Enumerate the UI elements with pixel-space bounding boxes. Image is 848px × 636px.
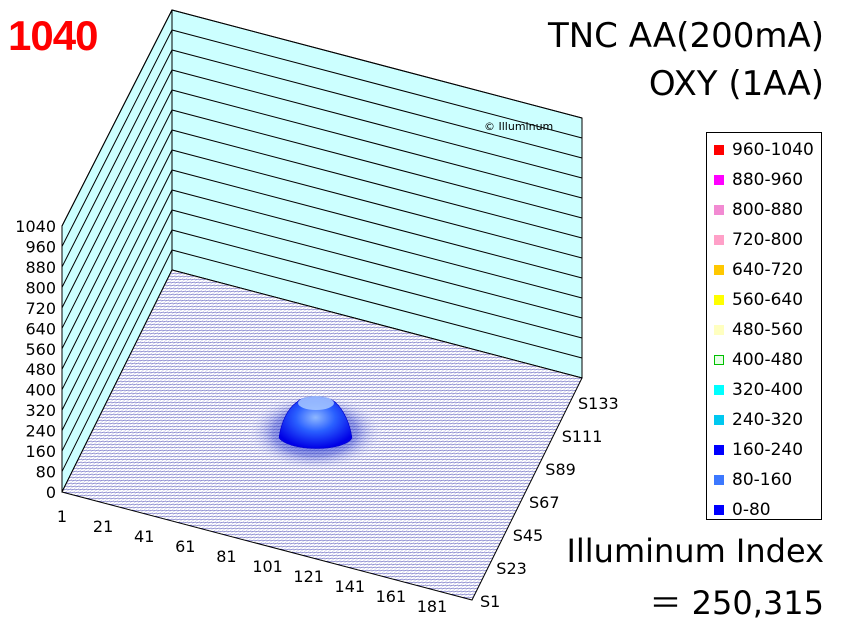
spot-peak: [278, 396, 353, 449]
copyright-watermark: © Illuminum: [484, 120, 554, 133]
color-legend: 960-1040 880-960 800-880 720-800 640-720 560-…: [706, 132, 822, 520]
z-tick-label: 960: [25, 238, 56, 257]
legend-swatch: [714, 325, 724, 335]
y-tick-label: S23: [496, 559, 527, 578]
legend-label: 240-320: [732, 410, 804, 430]
y-tick-label: S133: [578, 394, 619, 413]
legend-item: 560-640: [714, 290, 803, 310]
z-tick-label: 400: [25, 381, 56, 400]
chart-title-line2: OXY (1AA): [648, 64, 824, 104]
legend-swatch: [714, 355, 724, 365]
x-tick-label: 21: [93, 517, 113, 536]
legend-swatch: [714, 415, 724, 425]
max-value-label: 1040: [8, 12, 98, 59]
legend-item: 160-240: [714, 440, 803, 460]
legend-item: 640-720: [714, 260, 803, 280]
wall-gridline: [61, 109, 583, 329]
z-tick-label: 720: [25, 299, 56, 318]
z-tick-label: 320: [25, 401, 56, 420]
x-tick-label: 81: [216, 547, 236, 566]
legend-swatch: [714, 235, 724, 245]
wall-gridline: [61, 89, 583, 309]
spot-top: [298, 396, 334, 410]
legend-item: 240-320: [714, 410, 803, 430]
legend-item: 400-480: [714, 350, 803, 370]
legend-item: 720-800: [714, 230, 803, 250]
legend-label: 320-400: [732, 380, 804, 400]
z-tick-label: 560: [25, 340, 56, 359]
legend-item: 320-400: [714, 380, 803, 400]
legend-label: 0-80: [732, 500, 771, 520]
legend-swatch: [714, 265, 724, 275]
legend-swatch: [714, 205, 724, 215]
wall-gridline: [61, 29, 583, 247]
z-tick-label: 480: [25, 360, 56, 379]
wall-gridline: [61, 229, 583, 452]
z-tick-label: 880: [25, 258, 56, 277]
wall-gridline: [61, 149, 583, 370]
y-tick-label: S1: [480, 592, 500, 611]
x-tick-label: 1: [57, 507, 67, 526]
chart-title-line1: TNC AA(200mA): [547, 16, 824, 56]
y-tick-label: S45: [513, 526, 544, 545]
x-tick-label: 161: [376, 587, 407, 606]
legend-item: 480-560: [714, 320, 803, 340]
legend-label: 80-160: [732, 470, 793, 490]
legend-label: 160-240: [732, 440, 804, 460]
wall-gridline: [61, 69, 583, 288]
legend-swatch: [714, 445, 724, 455]
legend-label: 640-720: [732, 260, 804, 280]
index-label: Illuminum Index: [566, 532, 824, 570]
legend-swatch: [714, 175, 724, 185]
legend-label: 800-880: [732, 200, 804, 220]
legend-swatch: [714, 475, 724, 485]
z-tick-label: 1040: [15, 217, 56, 236]
legend-label: 480-560: [732, 320, 804, 340]
legend-swatch: [714, 385, 724, 395]
index-value: ＝ 250,315: [649, 584, 824, 622]
y-tick-label: S67: [529, 493, 560, 512]
legend-item: 0-80: [714, 500, 771, 520]
y-tick-label: S89: [545, 460, 576, 479]
wall-gridline: [61, 209, 583, 431]
legend-item: 880-960: [714, 170, 803, 190]
legend-swatch: [714, 505, 724, 515]
x-tick-label: 121: [293, 567, 324, 586]
y-axis-ticks: S1 S23 S45 S67 S89 S111 S133: [480, 394, 619, 611]
z-tick-label: 240: [25, 422, 56, 441]
x-tick-label: 181: [417, 597, 448, 616]
x-tick-label: 141: [335, 577, 366, 596]
legend-swatch: [714, 295, 724, 305]
wall-gridline: [61, 129, 583, 349]
wall-gridline: [61, 9, 583, 227]
z-tick-label: 640: [25, 319, 56, 338]
legend-label: 560-640: [732, 290, 804, 310]
x-tick-label: 61: [175, 537, 195, 556]
x-tick-label: 41: [134, 527, 154, 546]
legend-item: 960-1040: [714, 140, 814, 160]
legend-label: 960-1040: [732, 140, 814, 160]
z-tick-label: 0: [46, 483, 56, 502]
wall-gridline: [61, 249, 583, 472]
legend-label: 720-800: [732, 230, 804, 250]
legend-swatch: [714, 145, 724, 155]
legend-item: 800-880: [714, 200, 803, 220]
wall-gridline: [61, 189, 583, 411]
y-tick-label: S111: [562, 427, 603, 446]
legend-label: 880-960: [732, 170, 804, 190]
z-tick-label: 800: [25, 278, 56, 297]
x-tick-label: 101: [252, 557, 283, 576]
wall-gridline: [61, 49, 583, 268]
legend-label: 400-480: [732, 350, 804, 370]
legend-item: 80-160: [714, 470, 792, 490]
z-tick-label: 80: [36, 463, 56, 482]
wall-gridline: [61, 169, 583, 390]
z-tick-label: 160: [25, 442, 56, 461]
